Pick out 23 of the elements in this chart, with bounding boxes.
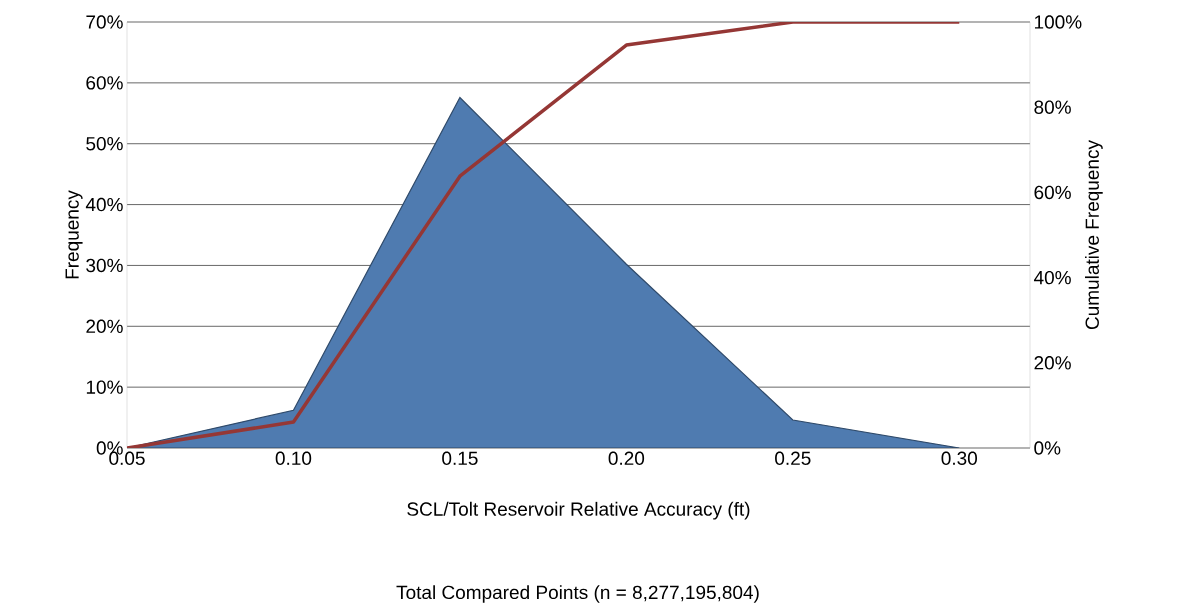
y-tick-label: 60%: [86, 76, 123, 90]
line-series: [127, 22, 962, 449]
y-axis-title: Frequency: [65, 190, 83, 279]
y-tick-label: 30%: [86, 258, 123, 273]
y-tick-label: 40%: [85, 197, 123, 212]
y-tick-label: 20%: [86, 319, 123, 334]
y2-tick-label: 20%: [1034, 356, 1071, 370]
y2-tick-label: 40%: [1033, 270, 1071, 285]
x-tick-label: 0.25: [775, 451, 811, 465]
y2-tick-label: 0%: [1034, 441, 1061, 455]
y-tick-label: 50%: [86, 136, 123, 151]
y-tick-label: 70%: [86, 15, 123, 29]
y2-tick-label: 60%: [1034, 185, 1071, 200]
x-tick-label: 0.10: [275, 451, 312, 465]
x-tick-label: 0.20: [608, 451, 645, 465]
y2-tick-label: 80%: [1034, 100, 1071, 114]
x-axis-title: SCL/Tolt Reservoir Relative Accuracy (ft): [407, 501, 750, 520]
text: Total Compared Points (n = 8,277,195,804): [396, 585, 759, 603]
y2-tick-label: 100%: [1034, 15, 1082, 29]
x-tick-label: 0.15: [442, 451, 478, 465]
y-tick-label: 10%: [86, 380, 123, 394]
y2-axis-title: Cumulative Frequency: [1085, 140, 1103, 330]
x-tick-label: 0.30: [941, 451, 978, 465]
